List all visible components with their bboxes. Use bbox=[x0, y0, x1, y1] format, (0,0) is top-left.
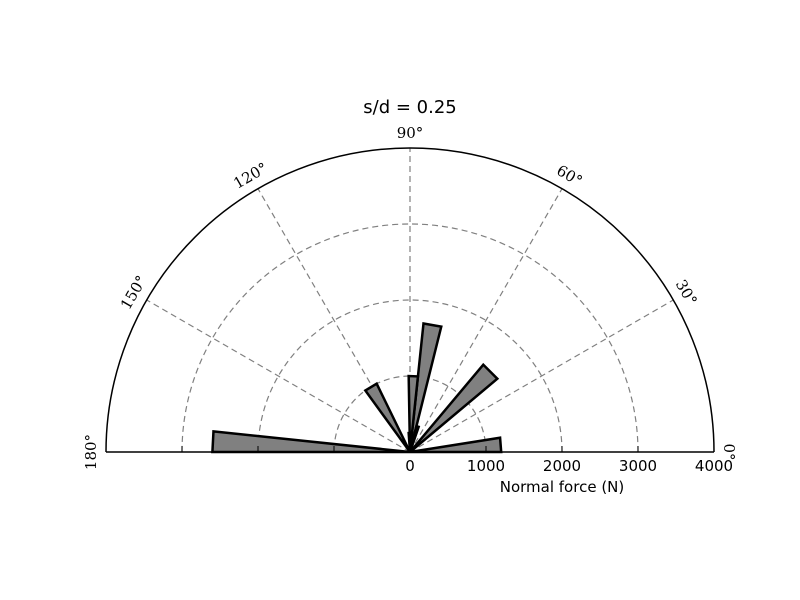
bar-1 bbox=[409, 362, 500, 453]
radial-grid-circle-3000 bbox=[181, 223, 639, 453]
angular-grid-line-150 bbox=[146, 299, 411, 453]
angle-label-120: 120° bbox=[230, 159, 270, 193]
bar-6 bbox=[408, 424, 421, 453]
angle-label-0: 0° bbox=[720, 443, 738, 460]
angular-grid-line-30 bbox=[409, 299, 674, 453]
radial-grid-circle-2000 bbox=[257, 299, 563, 453]
radial-tick-label-4000: 4000 bbox=[695, 457, 733, 475]
angle-label-90: 90° bbox=[397, 124, 424, 142]
x-axis-label: Normal force (N) bbox=[500, 478, 625, 496]
bar-4 bbox=[363, 381, 412, 453]
radial-tick-label-2000: 2000 bbox=[543, 457, 581, 475]
radial-tick-label-0: 0 bbox=[405, 457, 415, 475]
radial-tick-label-3000: 3000 bbox=[619, 457, 657, 475]
angle-label-180: 180° bbox=[82, 434, 100, 470]
angular-grid-line-60 bbox=[409, 188, 563, 453]
angle-label-150: 150° bbox=[117, 272, 151, 312]
chart-title: s/d = 0.25 bbox=[363, 97, 456, 118]
frame-layer bbox=[105, 147, 715, 453]
radial-grid-circle-1000 bbox=[333, 375, 487, 453]
outer-frame-arc bbox=[105, 147, 715, 453]
bar-3 bbox=[407, 374, 420, 453]
bars-layer bbox=[211, 322, 503, 454]
radial-tick-label-1000: 1000 bbox=[467, 457, 505, 475]
